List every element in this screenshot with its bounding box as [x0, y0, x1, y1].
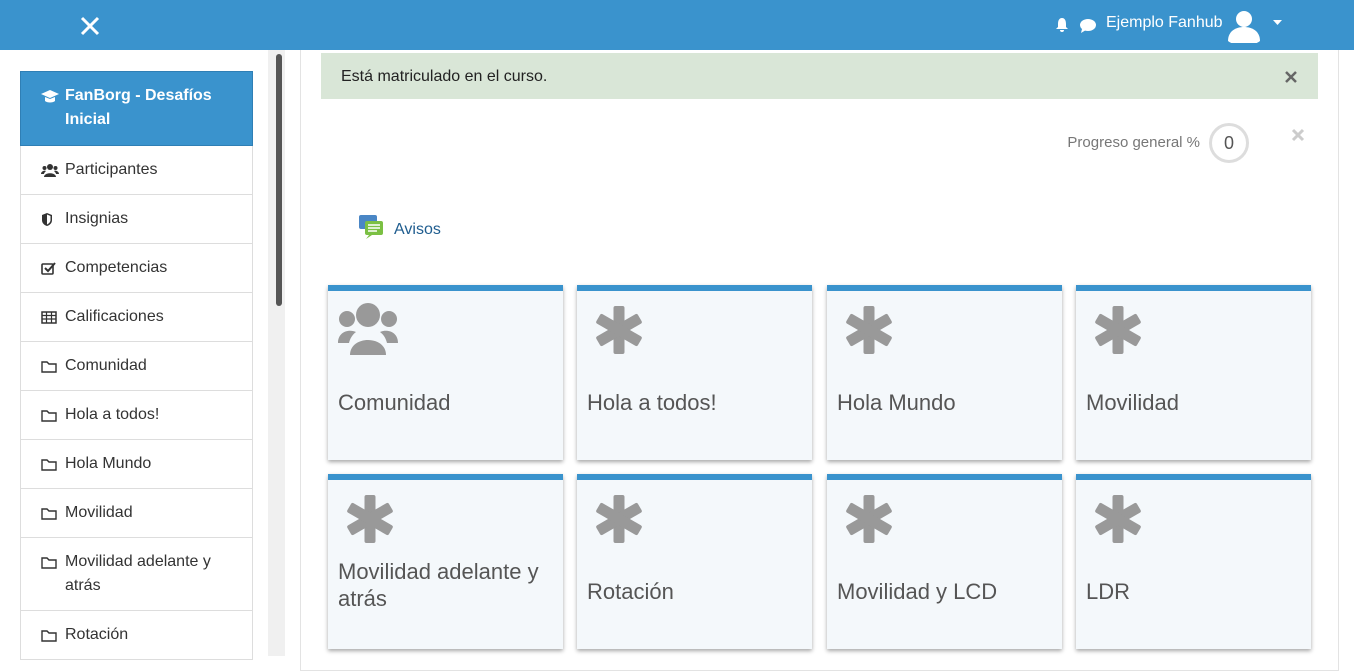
sidebar-label: Hola a todos! — [65, 406, 160, 423]
sidebar-label: Movilidad — [65, 504, 133, 521]
course-icon — [41, 90, 59, 103]
sidebar-course-link[interactable]: FanBorg - Desafíos Inicial — [20, 71, 253, 146]
progress-label: Progreso general % — [1067, 134, 1200, 151]
navbar: Ejemplo Fanhub — [0, 0, 1354, 50]
sidebar-icon — [41, 410, 57, 422]
sidebar-link[interactable]: Hola a todos! — [20, 391, 253, 440]
activity-icon — [347, 495, 393, 543]
tile-title: Comunidad — [338, 390, 451, 415]
sidebar-icon — [41, 361, 57, 373]
progress-value: 0 — [1209, 123, 1249, 163]
sidebar-icon — [41, 557, 57, 569]
sidebar-label: Comunidad — [65, 357, 147, 374]
activity-tile[interactable]: Hola a todos! — [577, 285, 812, 460]
sidebar: FanBorg - Desafíos Inicial Participantes I… — [20, 71, 253, 660]
sidebar-icon — [41, 311, 57, 324]
activity-tile[interactable]: Movilidad adelante y atrás — [328, 474, 563, 649]
sidebar-label: Insignias — [65, 210, 129, 227]
sidebar-link[interactable]: Movilidad adelante y atrás — [20, 538, 253, 611]
messages-icon[interactable] — [1079, 18, 1097, 34]
tile-title: Hola Mundo — [837, 390, 956, 415]
user-menu-caret[interactable] — [1273, 20, 1283, 26]
activity-icon — [596, 306, 642, 354]
sidebar-link[interactable]: Participantes — [20, 146, 253, 195]
tile-title: Movilidad — [1086, 390, 1179, 415]
alert — [321, 53, 1318, 99]
activity-icon — [846, 306, 892, 354]
course-title: FanBorg - Desafíos Inicial — [65, 87, 212, 128]
activity-icon — [596, 495, 642, 543]
tile-title: Movilidad adelante y atrás — [338, 559, 539, 611]
activity-tile[interactable]: Movilidad y LCD — [827, 474, 1062, 649]
sidebar-icon — [41, 164, 59, 177]
activity-icon — [1095, 495, 1141, 543]
sidebar-icon — [41, 508, 57, 520]
sidebar-link[interactable]: Comunidad — [20, 342, 253, 391]
activity-tile[interactable]: Rotación — [577, 474, 812, 649]
sidebar-label: Calificaciones — [65, 308, 164, 325]
alert-close[interactable] — [1285, 71, 1297, 83]
sidebar-link[interactable]: Rotación — [20, 611, 253, 660]
tile-title: Hola a todos! — [587, 390, 717, 415]
progress-close[interactable] — [1291, 128, 1305, 142]
alert-text: Está matriculado en el curso. — [341, 68, 548, 85]
activity-tile[interactable]: Comunidad — [328, 285, 563, 460]
sidebar-icon — [41, 630, 57, 642]
activity-icon — [1095, 306, 1141, 354]
scrollbar-thumb[interactable] — [276, 54, 282, 306]
announcements-link[interactable]: Avisos — [394, 221, 441, 238]
activity-tile[interactable]: Movilidad — [1076, 285, 1311, 460]
group-icon — [338, 303, 398, 355]
user-name[interactable]: Ejemplo Fanhub — [1106, 14, 1223, 31]
tile-title: LDR — [1086, 579, 1131, 604]
sidebar-link[interactable]: Calificaciones — [20, 293, 253, 342]
sidebar-link[interactable]: Insignias — [20, 195, 253, 244]
sidebar-link[interactable]: Hola Mundo — [20, 440, 253, 489]
sidebar-label: Rotación — [65, 626, 129, 643]
activity-tile[interactable]: Hola Mundo — [827, 285, 1062, 460]
sidebar-label: Hola Mundo — [65, 455, 152, 472]
activity-tile[interactable]: LDR — [1076, 474, 1311, 649]
sidebar-icon — [41, 262, 56, 275]
sidebar-label: Participantes — [65, 161, 158, 178]
sidebar-icon — [42, 213, 52, 226]
tile-title: Rotación — [587, 579, 674, 604]
tile-title: Movilidad y LCD — [837, 579, 998, 604]
notifications-icon[interactable] — [1054, 17, 1070, 33]
sidebar-label: Movilidad adelante y atrás — [65, 553, 211, 594]
activity-icon — [846, 495, 892, 543]
sidebar-label: Competencias — [65, 259, 168, 276]
sidebar-icon — [41, 459, 57, 471]
announcements-icon[interactable] — [358, 214, 384, 239]
sidebar-link[interactable]: Competencias — [20, 244, 253, 293]
sidebar-link[interactable]: Movilidad — [20, 489, 253, 538]
close-menu-button[interactable] — [80, 16, 100, 36]
user-avatar[interactable] — [1226, 7, 1262, 43]
